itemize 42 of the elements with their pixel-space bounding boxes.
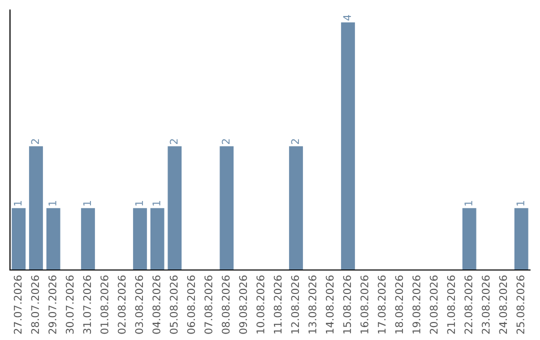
x-tick-label: 28.07.2026 [31, 276, 40, 334]
data-label: 1 [83, 201, 91, 206]
x-tick-label: 14.08.2026 [326, 276, 334, 334]
x-tick-label: 08.08.2026 [222, 276, 230, 334]
data-label: 1 [516, 201, 524, 206]
x-tick-label: 23.08.2026 [482, 276, 490, 334]
x-tick-label: 31.07.2026 [83, 276, 92, 334]
data-label: 2 [170, 139, 178, 144]
x-tick-label: 15.08.2026 [343, 276, 352, 334]
x-tick-label: 06.08.2026 [187, 276, 196, 334]
data-label: 1 [14, 201, 22, 206]
data-label: 1 [135, 201, 143, 206]
x-tick-label: 25.08.2026 [516, 276, 524, 334]
x-tick-label: 24.08.2026 [499, 276, 508, 334]
x-tick-label: 18.08.2026 [395, 276, 404, 334]
x-tick-label: 02.08.2026 [118, 276, 126, 334]
data-label: 1 [464, 201, 472, 206]
x-tick-label: 11.08.2026 [274, 276, 282, 334]
x-tick-label: 10.08.2026 [256, 276, 264, 334]
x-tick-label: 05.08.2026 [170, 276, 178, 334]
x-tick-label: 07.08.2026 [204, 276, 212, 334]
x-tick-label: 04.08.2026 [152, 276, 160, 334]
x-tick-label: 22.08.2026 [464, 276, 472, 334]
x-tick-label: 29.07.2026 [48, 276, 56, 334]
x-tick-label: 20.08.2026 [430, 276, 438, 334]
x-tick-label: 30.07.2026 [66, 276, 74, 334]
data-label: 1 [48, 201, 56, 206]
x-tick-label: 12.08.2026 [291, 276, 300, 334]
x-tick-label: 19.08.2026 [412, 276, 420, 334]
x-tick-label: 13.08.2026 [308, 276, 316, 334]
x-tick-label: 17.08.2026 [378, 276, 386, 334]
x-tick-label: 27.07.2026 [14, 276, 22, 334]
x-tick-label: 16.08.2026 [360, 276, 368, 334]
x-tick-label: 01.08.2026 [100, 276, 108, 334]
data-label: 2 [222, 139, 230, 144]
data-label: 2 [291, 139, 299, 144]
data-label: 1 [152, 201, 160, 206]
x-tick-label: 03.08.2026 [135, 276, 144, 334]
data-label: 2 [31, 139, 39, 144]
data-label: 4 [343, 14, 351, 20]
x-tick-label: 09.08.2026 [239, 276, 248, 334]
x-tick-label: 21.08.2026 [447, 276, 456, 334]
